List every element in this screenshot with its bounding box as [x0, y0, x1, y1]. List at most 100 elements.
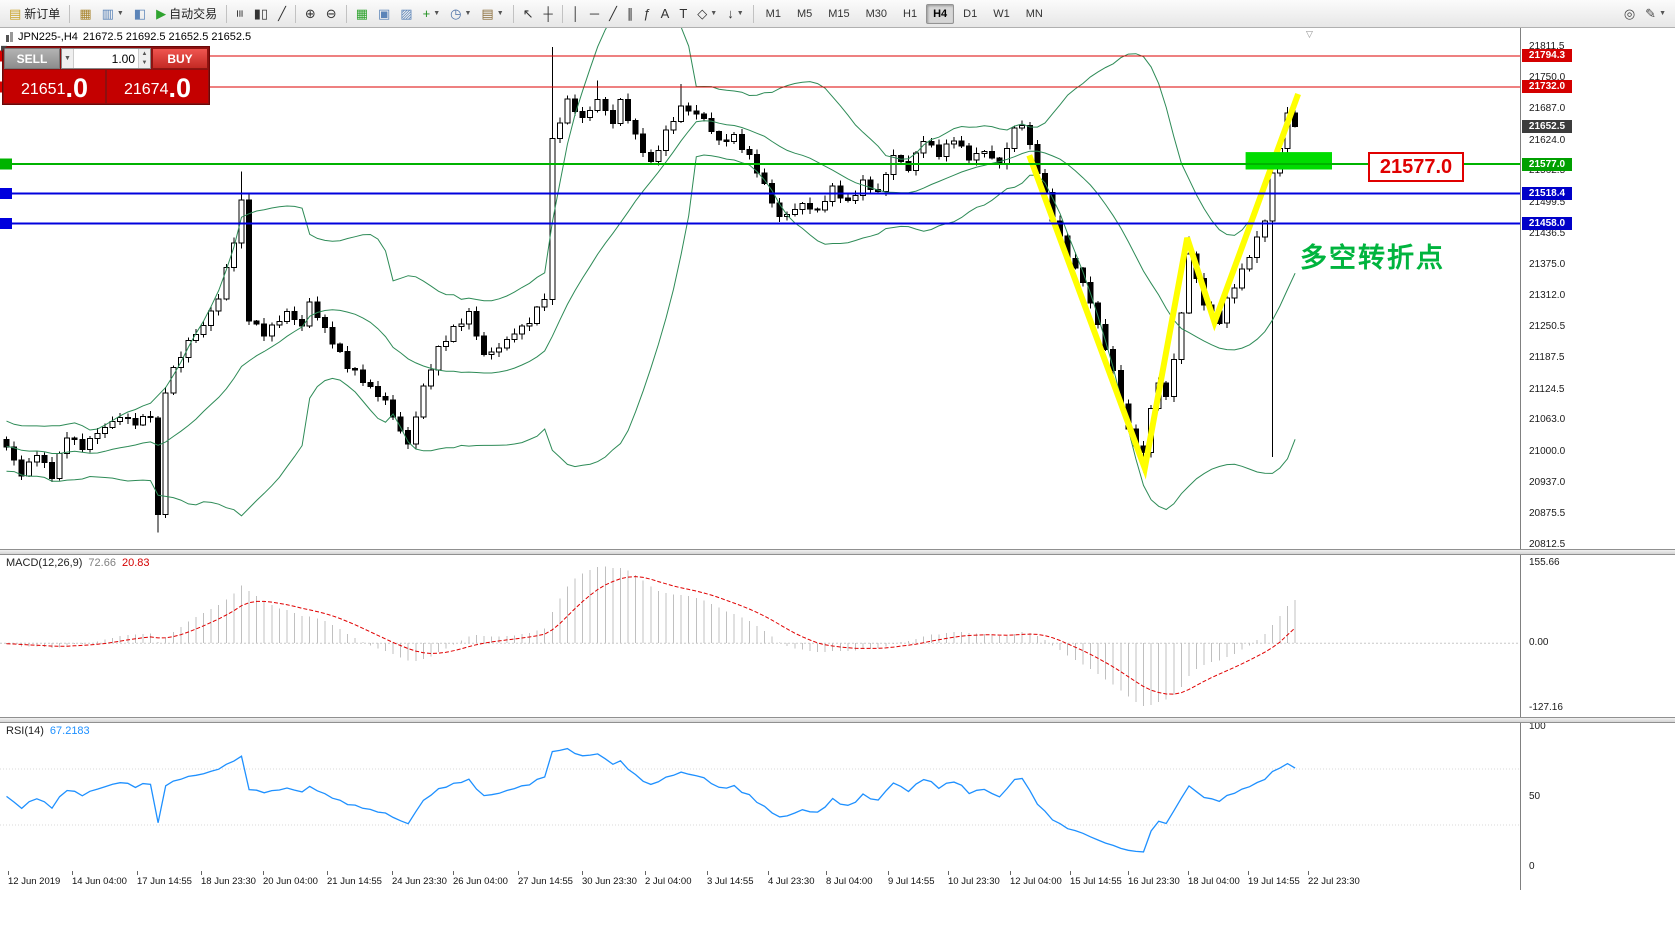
trendline-button[interactable]: ╱ — [604, 3, 622, 25]
buy-price-int: 21674 — [123, 81, 169, 98]
bars-style-button[interactable]: ≡ — [231, 3, 249, 25]
timeframe-w1-button[interactable]: W1 — [993, 7, 1010, 20]
bollinger-lower-band — [6, 154, 1296, 517]
zigzag-annotation[interactable] — [1026, 92, 1301, 480]
templates-button[interactable]: ▤ ▼ — [476, 3, 508, 25]
volume-dropdown-icon[interactable]: ▼ — [62, 49, 74, 68]
volume-input[interactable]: ▼ 1.00 ▲ ▼ — [61, 48, 151, 69]
chart-shift-icon[interactable]: ▽ — [1306, 29, 1313, 39]
volume-value[interactable]: 1.00 — [111, 51, 135, 66]
price-callout-box[interactable]: 21577.0 — [1368, 152, 1464, 182]
new-order-icon: ▤ — [9, 6, 22, 21]
timeframe-h1-button[interactable]: H1 — [903, 7, 918, 20]
horizontal-levels[interactable] — [0, 50, 1520, 229]
macd-main-value: 72.66 — [88, 557, 116, 569]
zoom-in-button[interactable]: ⊕ — [300, 3, 321, 25]
spinner-up-icon[interactable]: ▲ — [139, 49, 150, 59]
timeframe-h4-button[interactable]: H4 — [926, 3, 955, 24]
grid-button[interactable]: ▦ — [351, 3, 373, 25]
time-tick — [1128, 871, 1129, 875]
macd-axis-label: 0.00 — [1529, 637, 1549, 649]
pane-separator[interactable] — [0, 717, 1675, 723]
price-tag: 21794.3 — [1522, 49, 1572, 63]
buy-button[interactable]: BUY — [152, 48, 208, 69]
periods-button[interactable]: ◷ ▼ — [445, 3, 476, 25]
caret-down-icon: ▼ — [464, 10, 472, 17]
time-axis[interactable]: 12 Jun 2019 14 Jun 04:00 17 Jun 14:55 18 Ju… — [0, 871, 1520, 891]
sell-price-frac: .0 — [65, 73, 89, 104]
zoom-out-button[interactable]: ⊖ — [321, 3, 342, 25]
spinner-down-icon[interactable]: ▼ — [139, 58, 150, 68]
buy-price-frac: .0 — [168, 73, 192, 104]
arrows-button[interactable]: ↓ ▼ — [722, 3, 748, 25]
cascade-windows-button[interactable]: ▨ — [395, 3, 417, 25]
indicators-icon: + — [422, 6, 431, 21]
time-tick — [645, 871, 646, 875]
fibonacci-icon: ƒ — [643, 6, 651, 21]
charts-icon: ▦ — [79, 6, 92, 21]
timeframe-m30-button[interactable]: M30 — [865, 7, 888, 20]
time-axis-label: 20 Jun 04:00 — [263, 876, 318, 887]
timeframe-m1-button[interactable]: M1 — [765, 7, 781, 20]
rsi-pane[interactable] — [0, 747, 1520, 853]
new-order-button[interactable]: ▤ 新订单 — [4, 3, 65, 25]
label-button[interactable]: T — [674, 3, 692, 25]
quick-edit-button[interactable]: ✎ ▼ — [1640, 3, 1671, 25]
time-tick — [392, 871, 393, 875]
vertical-line-button[interactable]: │ — [567, 3, 585, 25]
time-tick — [8, 871, 9, 875]
horizontal-line-button[interactable]: ─ — [585, 3, 604, 25]
templates-icon: ▤ — [481, 6, 494, 21]
line-style-icon: ╱ — [278, 6, 286, 21]
price-axis[interactable]: 21811.5 21750.0 21687.0 21624.0 21562.5 21499… — [1520, 28, 1675, 890]
caret-down-icon: ▼ — [736, 10, 744, 17]
time-axis-label: 22 Jul 23:30 — [1308, 876, 1360, 887]
sell-price[interactable]: 21651 .0 — [4, 70, 105, 103]
timeframe-mn-button[interactable]: MN — [1025, 7, 1043, 20]
buy-price[interactable]: 21674 .0 — [107, 70, 208, 103]
tile-windows-button[interactable]: ▣ — [373, 3, 395, 25]
time-axis-label: 2 Jul 04:00 — [645, 876, 692, 887]
price-axis-label: 21250.5 — [1529, 320, 1566, 332]
time-axis-label: 12 Jul 04:00 — [1010, 876, 1062, 887]
price-axis-label: 21436.5 — [1529, 228, 1566, 240]
new-order-button-label: 新订单 — [24, 7, 61, 21]
crosshair-button[interactable]: ┼ — [539, 3, 558, 25]
time-tick — [453, 871, 454, 875]
periods-icon: ◷ — [450, 6, 462, 21]
macd-histogram — [6, 566, 1296, 706]
macd-pane[interactable] — [0, 566, 1520, 706]
timeframe-m15-button[interactable]: M15 — [828, 7, 850, 20]
time-axis-label: 16 Jul 23:30 — [1128, 876, 1180, 887]
profiles-button[interactable]: ▥ ▼ — [97, 3, 129, 25]
line-style-button[interactable]: ╱ — [273, 3, 291, 25]
caret-down-icon: ▼ — [1659, 10, 1666, 17]
search-button[interactable]: ◎ — [1619, 3, 1640, 25]
time-axis-label: 15 Jul 14:55 — [1070, 876, 1122, 887]
volume-spinner[interactable]: ▲ ▼ — [138, 49, 150, 68]
one-click-collapse-icon[interactable]: ◤ — [1, 44, 8, 53]
highlight-zone[interactable] — [1245, 152, 1332, 170]
timeframe-d1-button[interactable]: D1 — [963, 7, 978, 20]
timeframe-m5-button[interactable]: M5 — [796, 7, 813, 20]
pivot-annotation-text[interactable]: 多空转折点 — [1300, 243, 1445, 273]
indicators-button[interactable]: + ▼ — [418, 3, 446, 25]
fibonacci-button[interactable]: ƒ — [638, 3, 655, 25]
pane-separator[interactable] — [0, 549, 1675, 555]
cursor-button[interactable]: ↖ — [518, 3, 539, 25]
auto-trading-button[interactable]: ▶ 自动交易 — [151, 3, 222, 25]
candles-style-button[interactable]: ▮▯ — [249, 3, 273, 25]
rsi-axis-label: 0 — [1529, 861, 1535, 872]
charts-button[interactable]: ▦ — [74, 3, 96, 25]
crosshair-icon: ┼ — [543, 6, 553, 21]
text-button[interactable]: A — [656, 3, 675, 25]
bollinger-middle-band — [6, 120, 1296, 454]
chart-canvas[interactable] — [0, 28, 1520, 871]
time-tick — [263, 871, 264, 875]
sell-button[interactable]: SELL — [4, 48, 60, 69]
price-pane[interactable] — [0, 28, 1520, 533]
shapes-button[interactable]: ◇ ▼ — [692, 3, 722, 25]
channel-button[interactable]: ∥ — [622, 3, 639, 25]
market-watch-button[interactable]: ◧ — [129, 3, 151, 25]
candles — [3, 46, 1299, 533]
